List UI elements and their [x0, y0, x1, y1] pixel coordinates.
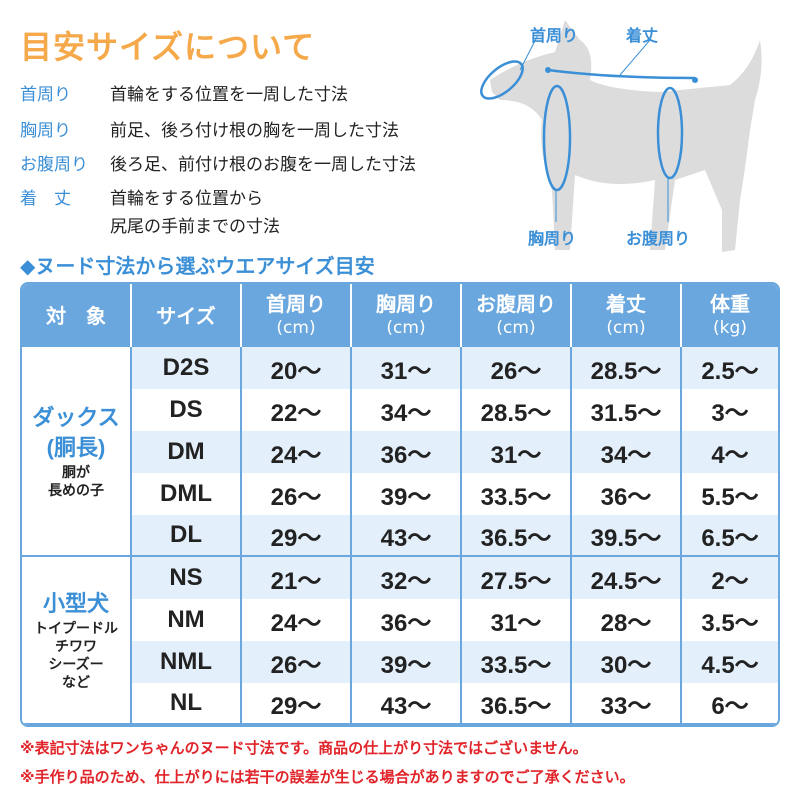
value-cell: 20〜: [242, 347, 352, 389]
value-cell: 36〜: [352, 599, 462, 641]
value-cell: 31〜: [352, 347, 462, 389]
value-cell: 28.5〜: [462, 389, 572, 431]
value-cell: 31.5〜: [572, 389, 682, 431]
value-cell: 28〜: [572, 599, 682, 641]
value-cell: 36.5〜: [462, 515, 572, 557]
value-cell: 2〜: [682, 557, 778, 599]
size-cell: DML: [132, 473, 242, 515]
definition-neck: 首周り 首輪をする位置を一周した寸法: [20, 85, 348, 105]
value-cell: 24〜: [242, 431, 352, 473]
definition-length: 着 丈首輪をする位置から 尻尾の手前までの寸法: [20, 189, 280, 237]
value-cell: 24.5〜: [572, 557, 682, 599]
size-cell: DL: [132, 515, 242, 557]
size-table: 対 象サイズ 首周り (cm) 胸周り (cm) お腹周り (cm) 着丈 (cm) 体重 (kg)…: [20, 282, 780, 727]
value-cell: 6.5〜: [682, 515, 778, 557]
label-belly: お腹周り: [626, 229, 691, 248]
value-cell: 24〜: [242, 599, 352, 641]
group-label: 小型犬 トイプードル チワワ シーズー など: [22, 557, 132, 725]
column-header: 着丈 (cm): [572, 284, 682, 347]
label-length: 着丈: [626, 26, 659, 45]
table-row: DM 24〜 36〜 31〜 34〜 4〜: [22, 431, 778, 473]
value-cell: 33.5〜: [462, 641, 572, 683]
value-cell: 3〜: [711, 399, 749, 427]
value-cell: 31〜: [462, 599, 572, 641]
section-subtitle: ◆ヌード寸法から選ぶウエアサイズ目安: [20, 254, 375, 278]
value-cell: 22〜: [242, 389, 352, 431]
dog-diagram-icon: [480, 20, 762, 252]
size-cell: NS: [132, 557, 242, 599]
size-cell: DM: [132, 431, 242, 473]
value-cell: 36〜: [572, 473, 682, 515]
column-header: お腹周り (cm): [462, 284, 572, 347]
value-cell: 31〜: [462, 431, 572, 473]
value-cell: 33.5〜: [462, 473, 572, 515]
table-row: 小型犬 トイプードル チワワ シーズー など NS 21〜 32〜 27.5〜 24.5〜 2〜: [22, 557, 778, 725]
value-cell: 36〜: [352, 431, 462, 473]
column-header: サイズ: [132, 284, 242, 347]
table-row: DML 26〜 39〜 33.5〜 36〜 5.5〜: [22, 473, 778, 515]
value-cell: 3.5〜: [701, 609, 759, 637]
table-row: DL 29〜 43〜 36.5〜 39.5〜 6.5〜: [22, 515, 778, 557]
value-cell: 39〜: [352, 473, 462, 515]
note-2: ※手作り品のため、仕上がりには若干の誤差が生じる場合がありますのでご了承ください…: [20, 768, 635, 786]
value-cell: 28.5〜: [572, 347, 682, 389]
label-chest: 胸周り: [528, 229, 577, 248]
value-cell: 30〜: [572, 641, 682, 683]
value-cell: 4〜: [682, 431, 778, 473]
size-cell: NL: [132, 683, 242, 725]
table-row: NM 24〜 36〜 31〜 28〜 3.5〜: [22, 599, 778, 641]
column-header: 胸周り (cm): [352, 284, 462, 347]
label-neck: 首周り: [530, 26, 579, 45]
size-cell: NM: [132, 599, 242, 641]
definition-chest: 胸周り 前足、後ろ付け根の胸を一周した寸法: [20, 121, 399, 141]
value-cell: 34〜: [572, 431, 682, 473]
value-cell: 39.5〜: [572, 515, 682, 557]
value-cell: 2.5〜: [682, 347, 778, 389]
value-cell: 5.5〜: [701, 483, 759, 511]
value-cell: 4.5〜: [682, 641, 778, 683]
value-cell: 36.5〜: [462, 683, 572, 725]
table-row: ダックス (胴長) 胴が 長めの子 D2S 20〜 31〜 26〜 28.5〜 2.5〜: [22, 347, 778, 557]
value-cell: 43〜: [352, 683, 462, 725]
value-cell: 26〜: [242, 641, 352, 683]
value-cell: 21〜: [242, 557, 352, 599]
column-header: 体重 (kg): [682, 284, 778, 347]
value-cell: 29〜: [242, 515, 352, 557]
page-title: 目安サイズについて: [20, 28, 316, 66]
definition-belly: お腹周り 後ろ足、前付け根のお腹を一周した寸法: [20, 155, 416, 175]
value-cell: 32〜: [352, 557, 462, 599]
value-cell: 26〜: [242, 473, 352, 515]
size-cell: NML: [132, 641, 242, 683]
value-cell: 29〜: [242, 683, 352, 725]
table-row: DS 22〜 34〜 28.5〜 31.5〜 3〜: [22, 389, 778, 431]
value-cell: 39〜: [352, 641, 462, 683]
note-1: ※表記寸法はワンちゃんのヌード寸法です。商品の仕上がり寸法ではございません。: [20, 739, 588, 757]
table-row: NL 29〜 43〜 36.5〜 33〜 6〜: [22, 683, 778, 725]
value-cell: 6〜: [682, 683, 778, 725]
size-cell: DS: [132, 389, 242, 431]
group-label: ダックス (胴長) 胴が 長めの子: [22, 347, 132, 557]
size-cell: D2S: [132, 347, 242, 389]
column-header: 対 象: [22, 284, 132, 347]
value-cell: 33〜: [572, 683, 682, 725]
value-cell: 43〜: [352, 515, 462, 557]
value-cell: 27.5〜: [462, 557, 572, 599]
value-cell: 34〜: [352, 389, 462, 431]
column-header: 首周り (cm): [242, 284, 352, 347]
value-cell: 26〜: [462, 347, 572, 389]
table-row: NML 26〜 39〜 33.5〜 30〜 4.5〜: [22, 641, 778, 683]
